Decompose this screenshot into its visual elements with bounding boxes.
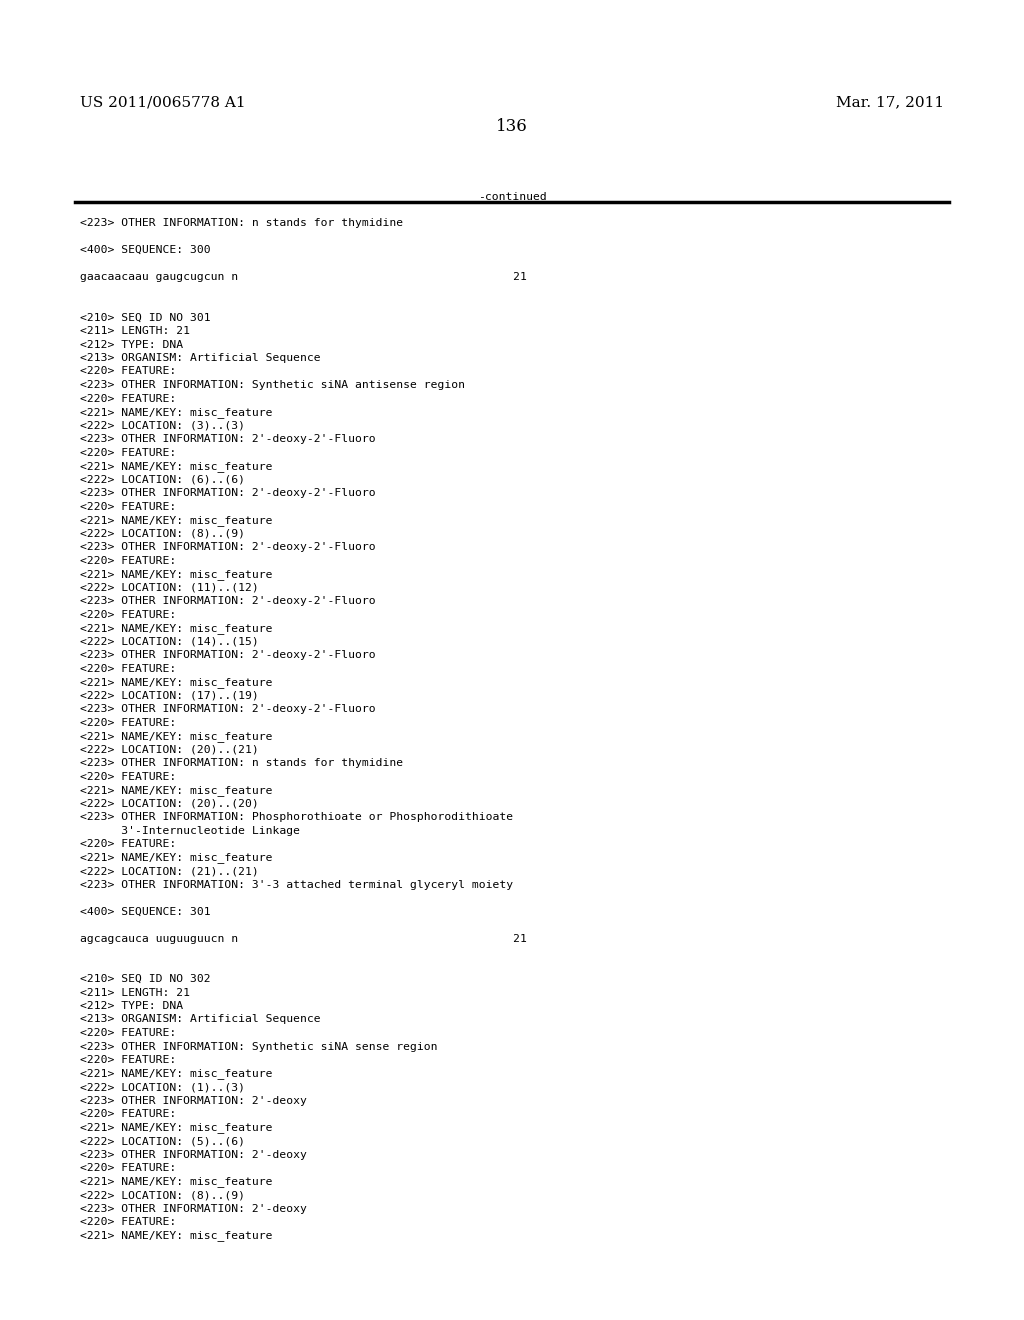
Text: <211> LENGTH: 21: <211> LENGTH: 21 <box>80 987 190 998</box>
Text: Mar. 17, 2011: Mar. 17, 2011 <box>836 95 944 110</box>
Text: <220> FEATURE:: <220> FEATURE: <box>80 1109 176 1119</box>
Text: <221> NAME/KEY: misc_feature: <221> NAME/KEY: misc_feature <box>80 1230 272 1241</box>
Text: <221> NAME/KEY: misc_feature: <221> NAME/KEY: misc_feature <box>80 731 272 742</box>
Text: <220> FEATURE:: <220> FEATURE: <box>80 610 176 619</box>
Text: <220> FEATURE:: <220> FEATURE: <box>80 1163 176 1173</box>
Text: <223> OTHER INFORMATION: 2'-deoxy-2'-Fluoro: <223> OTHER INFORMATION: 2'-deoxy-2'-Flu… <box>80 434 376 444</box>
Text: <211> LENGTH: 21: <211> LENGTH: 21 <box>80 326 190 337</box>
Text: <223> OTHER INFORMATION: Synthetic siNA sense region: <223> OTHER INFORMATION: Synthetic siNA … <box>80 1041 437 1052</box>
Text: <220> FEATURE:: <220> FEATURE: <box>80 556 176 565</box>
Text: <221> NAME/KEY: misc_feature: <221> NAME/KEY: misc_feature <box>80 677 272 688</box>
Text: <220> FEATURE:: <220> FEATURE: <box>80 1055 176 1065</box>
Text: <400> SEQUENCE: 301: <400> SEQUENCE: 301 <box>80 907 211 916</box>
Text: <223> OTHER INFORMATION: Synthetic siNA antisense region: <223> OTHER INFORMATION: Synthetic siNA … <box>80 380 465 389</box>
Text: <222> LOCATION: (6)..(6): <222> LOCATION: (6)..(6) <box>80 474 245 484</box>
Text: <210> SEQ ID NO 301: <210> SEQ ID NO 301 <box>80 313 211 322</box>
Text: <221> NAME/KEY: misc_feature: <221> NAME/KEY: misc_feature <box>80 1122 272 1134</box>
Text: <222> LOCATION: (20)..(20): <222> LOCATION: (20)..(20) <box>80 799 259 808</box>
Text: <222> LOCATION: (20)..(21): <222> LOCATION: (20)..(21) <box>80 744 259 755</box>
Text: <223> OTHER INFORMATION: n stands for thymidine: <223> OTHER INFORMATION: n stands for th… <box>80 758 403 768</box>
Text: <220> FEATURE:: <220> FEATURE: <box>80 1028 176 1038</box>
Text: US 2011/0065778 A1: US 2011/0065778 A1 <box>80 95 246 110</box>
Text: <212> TYPE: DNA: <212> TYPE: DNA <box>80 339 183 350</box>
Text: <222> LOCATION: (11)..(12): <222> LOCATION: (11)..(12) <box>80 582 259 593</box>
Text: <223> OTHER INFORMATION: 3'-3 attached terminal glyceryl moiety: <223> OTHER INFORMATION: 3'-3 attached t… <box>80 879 513 890</box>
Text: <221> NAME/KEY: misc_feature: <221> NAME/KEY: misc_feature <box>80 623 272 634</box>
Text: <213> ORGANISM: Artificial Sequence: <213> ORGANISM: Artificial Sequence <box>80 352 321 363</box>
Text: <220> FEATURE:: <220> FEATURE: <box>80 367 176 376</box>
Text: <220> FEATURE:: <220> FEATURE: <box>80 502 176 511</box>
Text: <220> FEATURE:: <220> FEATURE: <box>80 1217 176 1228</box>
Text: <222> LOCATION: (1)..(3): <222> LOCATION: (1)..(3) <box>80 1082 245 1092</box>
Text: agcagcauca uuguuguucn n                                        21: agcagcauca uuguuguucn n 21 <box>80 933 527 944</box>
Text: <222> LOCATION: (5)..(6): <222> LOCATION: (5)..(6) <box>80 1137 245 1146</box>
Text: <222> LOCATION: (3)..(3): <222> LOCATION: (3)..(3) <box>80 421 245 430</box>
Text: <221> NAME/KEY: misc_feature: <221> NAME/KEY: misc_feature <box>80 1176 272 1188</box>
Text: <223> OTHER INFORMATION: 2'-deoxy-2'-Fluoro: <223> OTHER INFORMATION: 2'-deoxy-2'-Flu… <box>80 488 376 498</box>
Text: <221> NAME/KEY: misc_feature: <221> NAME/KEY: misc_feature <box>80 515 272 525</box>
Text: <223> OTHER INFORMATION: 2'-deoxy-2'-Fluoro: <223> OTHER INFORMATION: 2'-deoxy-2'-Flu… <box>80 649 376 660</box>
Text: <222> LOCATION: (8)..(9): <222> LOCATION: (8)..(9) <box>80 1191 245 1200</box>
Text: <210> SEQ ID NO 302: <210> SEQ ID NO 302 <box>80 974 211 983</box>
Text: <221> NAME/KEY: misc_feature: <221> NAME/KEY: misc_feature <box>80 785 272 796</box>
Text: <222> LOCATION: (17)..(19): <222> LOCATION: (17)..(19) <box>80 690 259 701</box>
Text: <220> FEATURE:: <220> FEATURE: <box>80 718 176 727</box>
Text: <223> OTHER INFORMATION: 2'-deoxy: <223> OTHER INFORMATION: 2'-deoxy <box>80 1096 307 1106</box>
Text: <222> LOCATION: (14)..(15): <222> LOCATION: (14)..(15) <box>80 636 259 647</box>
Text: <221> NAME/KEY: misc_feature: <221> NAME/KEY: misc_feature <box>80 853 272 863</box>
Text: <223> OTHER INFORMATION: 2'-deoxy-2'-Fluoro: <223> OTHER INFORMATION: 2'-deoxy-2'-Flu… <box>80 543 376 552</box>
Text: <220> FEATURE:: <220> FEATURE: <box>80 664 176 673</box>
Text: <223> OTHER INFORMATION: n stands for thymidine: <223> OTHER INFORMATION: n stands for th… <box>80 218 403 228</box>
Text: <222> LOCATION: (8)..(9): <222> LOCATION: (8)..(9) <box>80 528 245 539</box>
Text: 136: 136 <box>496 117 528 135</box>
Text: <220> FEATURE:: <220> FEATURE: <box>80 393 176 404</box>
Text: <220> FEATURE:: <220> FEATURE: <box>80 771 176 781</box>
Text: -continued: -continued <box>477 191 547 202</box>
Text: <221> NAME/KEY: misc_feature: <221> NAME/KEY: misc_feature <box>80 461 272 473</box>
Text: 3'-Internucleotide Linkage: 3'-Internucleotide Linkage <box>80 825 300 836</box>
Text: <400> SEQUENCE: 300: <400> SEQUENCE: 300 <box>80 246 211 255</box>
Text: <213> ORGANISM: Artificial Sequence: <213> ORGANISM: Artificial Sequence <box>80 1015 321 1024</box>
Text: <222> LOCATION: (21)..(21): <222> LOCATION: (21)..(21) <box>80 866 259 876</box>
Text: <221> NAME/KEY: misc_feature: <221> NAME/KEY: misc_feature <box>80 569 272 579</box>
Text: <220> FEATURE:: <220> FEATURE: <box>80 447 176 458</box>
Text: <223> OTHER INFORMATION: 2'-deoxy-2'-Fluoro: <223> OTHER INFORMATION: 2'-deoxy-2'-Flu… <box>80 597 376 606</box>
Text: <221> NAME/KEY: misc_feature: <221> NAME/KEY: misc_feature <box>80 407 272 418</box>
Text: <220> FEATURE:: <220> FEATURE: <box>80 840 176 849</box>
Text: <223> OTHER INFORMATION: Phosphorothioate or Phosphorodithioate: <223> OTHER INFORMATION: Phosphorothioat… <box>80 812 513 822</box>
Text: <221> NAME/KEY: misc_feature: <221> NAME/KEY: misc_feature <box>80 1068 272 1080</box>
Text: <223> OTHER INFORMATION: 2'-deoxy-2'-Fluoro: <223> OTHER INFORMATION: 2'-deoxy-2'-Flu… <box>80 704 376 714</box>
Text: gaacaacaau gaugcugcun n                                        21: gaacaacaau gaugcugcun n 21 <box>80 272 527 282</box>
Text: <212> TYPE: DNA: <212> TYPE: DNA <box>80 1001 183 1011</box>
Text: <223> OTHER INFORMATION: 2'-deoxy: <223> OTHER INFORMATION: 2'-deoxy <box>80 1204 307 1213</box>
Text: <223> OTHER INFORMATION: 2'-deoxy: <223> OTHER INFORMATION: 2'-deoxy <box>80 1150 307 1159</box>
